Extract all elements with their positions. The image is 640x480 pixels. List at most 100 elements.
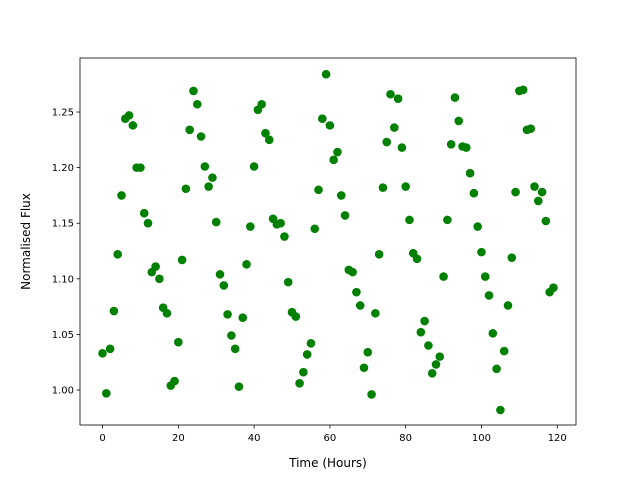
scatter-point <box>128 121 138 130</box>
scatter-point <box>208 173 217 182</box>
scatter-point <box>352 287 361 297</box>
scatter-point <box>276 218 285 228</box>
y-tick-label: 1.00 <box>52 385 74 396</box>
scatter-point <box>234 382 244 391</box>
scatter-point <box>215 270 225 279</box>
scatter-point <box>257 99 266 109</box>
scatter-point <box>462 143 471 152</box>
scatter-point <box>386 89 395 99</box>
scatter-point <box>264 135 274 145</box>
scatter-point <box>477 247 486 257</box>
scatter-point <box>162 308 172 318</box>
scatter-point <box>382 137 392 147</box>
scatter-point <box>431 360 441 369</box>
scatter-point <box>465 168 475 178</box>
scatter-point <box>374 250 384 259</box>
axes-frame <box>79 57 577 426</box>
scatter-point <box>283 277 293 287</box>
scatter-point <box>143 218 153 228</box>
scatter-point <box>533 196 543 206</box>
scatter-point <box>136 163 145 172</box>
scatter-point <box>211 217 221 227</box>
scatter-point <box>401 182 410 191</box>
scatter-point <box>321 69 331 79</box>
scatter-point <box>435 352 445 361</box>
scatter-point <box>526 124 536 134</box>
scatter-point <box>302 350 312 359</box>
scatter-point <box>306 338 316 348</box>
scatter-point <box>204 182 213 191</box>
scatter-point <box>439 272 448 281</box>
scatter-point <box>310 224 320 234</box>
scatter-point <box>390 123 399 132</box>
scatter-point <box>242 260 251 269</box>
scatter-point <box>420 316 429 326</box>
scatter-point <box>340 211 350 220</box>
x-tick-label: 20 <box>172 433 185 444</box>
x-tick-label: 40 <box>248 433 261 444</box>
scatter-point <box>219 281 229 290</box>
scatter-point <box>238 313 248 323</box>
scatter-point <box>412 254 422 264</box>
scatter-point <box>427 369 437 378</box>
scatter-point <box>393 94 403 103</box>
scatter-point <box>261 128 270 138</box>
scatter-point <box>367 390 376 399</box>
scatter-point <box>537 187 547 197</box>
y-tick-label: 1.10 <box>52 274 74 285</box>
x-tick-label: 0 <box>99 433 105 444</box>
scatter-point <box>98 348 107 358</box>
scatter-point <box>511 187 520 197</box>
scatter-point <box>469 188 479 198</box>
scatter-point <box>473 222 482 231</box>
scatter-point <box>246 222 255 231</box>
scatter-point <box>200 162 210 171</box>
scatter-point <box>378 183 388 192</box>
scatter-point <box>174 337 183 347</box>
scatter-point <box>499 346 509 356</box>
scatter-point <box>443 215 452 225</box>
scatter-point <box>181 184 191 194</box>
scatter-point <box>185 125 194 135</box>
scatter-point <box>450 93 460 102</box>
scatter-point <box>397 143 407 152</box>
scatter-point <box>416 327 426 337</box>
scatter-point <box>530 182 539 191</box>
scatter-point <box>333 147 342 157</box>
x-tick-label: 60 <box>324 433 337 444</box>
scatter-point <box>355 301 365 310</box>
scatter-point <box>299 367 308 377</box>
scatter-point <box>280 232 289 241</box>
scatter-point <box>484 291 494 300</box>
scatter-point <box>230 344 240 354</box>
x-tick-label: 120 <box>548 433 567 444</box>
scatter-point <box>109 306 119 316</box>
y-axis-label: Normalised Flux <box>19 193 33 290</box>
scatter-point <box>507 253 517 262</box>
scatter-point <box>223 310 232 319</box>
scatter-point <box>336 191 346 200</box>
scatter-point <box>102 389 111 398</box>
scatter-point <box>291 312 301 321</box>
x-tick-label: 80 <box>399 433 412 444</box>
scatter-point <box>424 341 433 350</box>
x-tick-label: 100 <box>472 433 491 444</box>
scatter-point <box>295 379 304 388</box>
scatter-point <box>454 116 464 126</box>
scatter-point <box>405 215 414 225</box>
y-tick-label: 1.15 <box>52 219 74 230</box>
scatter-point <box>117 191 126 200</box>
scatter-point <box>105 344 115 354</box>
scatter-point <box>363 347 373 357</box>
scatter-point <box>518 85 528 95</box>
x-axis-label: Time (Hours) <box>288 456 367 470</box>
scatter-point <box>329 155 338 165</box>
scatter-point <box>325 121 335 130</box>
scatter-point <box>314 185 323 195</box>
scatter-point <box>151 262 160 271</box>
scatter-point <box>170 376 179 386</box>
scatter-point <box>113 250 123 259</box>
scatter-point <box>480 272 490 281</box>
